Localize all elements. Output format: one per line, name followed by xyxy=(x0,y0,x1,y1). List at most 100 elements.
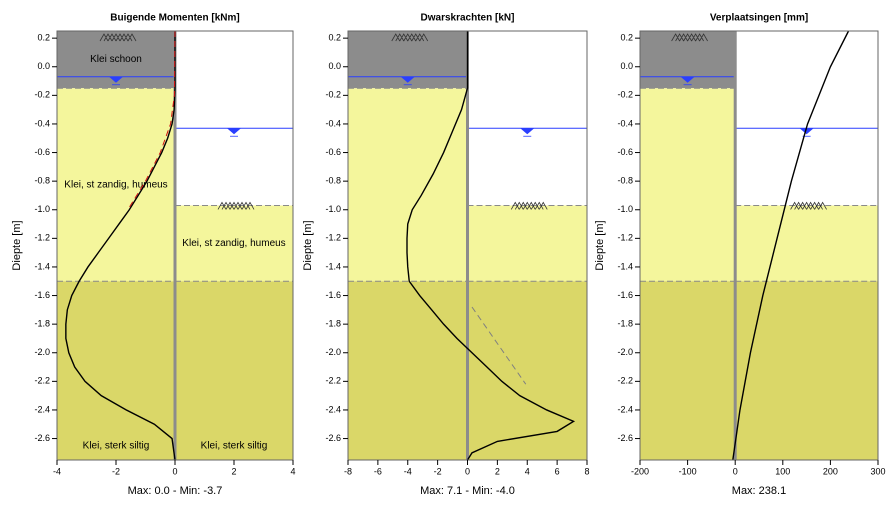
y-tick-label: -0.4 xyxy=(325,118,341,128)
y-tick-label: -1.6 xyxy=(617,290,633,300)
y-tick-label: -0.8 xyxy=(34,176,50,186)
y-tick-label: -1.8 xyxy=(325,319,341,329)
chart-title: Verplaatsingen [mm] xyxy=(710,13,808,24)
water-symbol xyxy=(109,76,123,83)
water-symbol xyxy=(227,128,241,135)
soil-layer xyxy=(640,281,736,460)
x-axis-label: Max: 0.0 - Min: -3.7 xyxy=(128,485,223,497)
y-tick-label: -2.2 xyxy=(325,376,341,386)
x-axis-label: Max: 7.1 - Min: -4.0 xyxy=(420,485,515,497)
water-symbol xyxy=(520,128,535,135)
x-axis-label: Max: 238.1 xyxy=(732,485,786,497)
y-tick-label: -1.2 xyxy=(617,233,633,243)
y-tick-label: 0.2 xyxy=(37,33,50,43)
ground-symbol xyxy=(790,201,827,210)
y-tick-label: -1.2 xyxy=(34,233,50,243)
ground-symbol xyxy=(391,33,429,42)
x-tick-label: -4 xyxy=(404,466,412,476)
data-line xyxy=(471,306,527,385)
y-tick-label: 0.0 xyxy=(37,61,50,71)
chart-title: Buigende Momenten [kNm] xyxy=(110,13,239,24)
x-tick-label: 0 xyxy=(733,466,738,476)
soil-layer xyxy=(735,281,878,460)
x-tick-label: 4 xyxy=(290,466,295,476)
y-tick-label: -2.0 xyxy=(325,347,341,357)
panel: 0.2 0.0 -0.2 -0.4 -0.6 -0.8 -1.0 -1.2 -1.4 -1.6 -1… xyxy=(594,13,886,497)
x-tick-label: -8 xyxy=(344,466,352,476)
soil-label: Klei, st zandig, humeus xyxy=(182,238,285,249)
x-tick-label: 300 xyxy=(870,466,885,476)
y-tick-label: -2.6 xyxy=(325,433,341,443)
soil-layer xyxy=(175,281,293,460)
y-tick-label: -1.6 xyxy=(325,290,341,300)
x-tick-label: -2 xyxy=(112,466,120,476)
y-tick-label: -2.2 xyxy=(617,376,633,386)
x-tick-label: 0 xyxy=(465,466,470,476)
water-symbol xyxy=(680,76,695,83)
x-tick-label: -200 xyxy=(631,466,649,476)
water-symbol xyxy=(400,76,415,83)
y-tick-label: -2.0 xyxy=(617,347,633,357)
soil-label: Klei, st zandig, humeus xyxy=(64,179,167,190)
soil-label: Klei schoon xyxy=(90,54,142,65)
chart-title: Dwarskrachten [kN] xyxy=(421,13,515,24)
y-tick-label: -0.6 xyxy=(325,147,341,157)
y-tick-label: -1.8 xyxy=(617,319,633,329)
soil-layer xyxy=(348,88,468,282)
x-tick-label: 6 xyxy=(555,466,560,476)
y-tick-label: -0.2 xyxy=(34,90,50,100)
soil-layer xyxy=(175,205,293,282)
soil-label: Klei, sterk siltig xyxy=(201,440,268,451)
data-line xyxy=(406,31,576,461)
y-tick-label: -1.4 xyxy=(617,261,633,271)
soil-layer xyxy=(57,281,175,460)
x-tick-label: -2 xyxy=(434,466,442,476)
y-tick-label: -0.6 xyxy=(617,147,633,157)
y-axis-label: Diepte [m] xyxy=(11,220,23,270)
ground-symbol xyxy=(217,201,255,210)
y-tick-label: -2.0 xyxy=(34,347,50,357)
y-tick-label: -0.6 xyxy=(34,147,50,157)
y-tick-label: -1.4 xyxy=(34,261,50,271)
x-tick-label: 2 xyxy=(231,466,236,476)
water-symbol xyxy=(799,128,814,135)
ground-symbol xyxy=(671,33,708,42)
y-tick-label: 0.2 xyxy=(620,33,633,43)
y-tick-label: -0.8 xyxy=(325,176,341,186)
ground-symbol xyxy=(99,33,137,42)
panel: Klei schoon Klei, st zandig, humeus Klei, … xyxy=(11,13,296,497)
y-axis-label: Diepte [m] xyxy=(302,220,314,270)
soil-layer xyxy=(735,205,878,282)
x-tick-label: 8 xyxy=(584,466,589,476)
y-tick-label: -2.4 xyxy=(34,404,50,414)
x-tick-label: -4 xyxy=(53,466,61,476)
y-tick-label: -1.0 xyxy=(325,204,341,214)
ground-symbol xyxy=(510,201,548,210)
y-tick-label: 0.0 xyxy=(328,61,341,71)
data-line xyxy=(732,30,850,461)
y-tick-label: -0.4 xyxy=(617,118,633,128)
y-tick-label: -1.8 xyxy=(34,319,50,329)
soil-layer xyxy=(57,88,175,282)
y-tick-label: -2.4 xyxy=(617,404,633,414)
y-tick-label: -1.2 xyxy=(325,233,341,243)
x-tick-label: 200 xyxy=(823,466,838,476)
soil-layer xyxy=(467,281,587,460)
x-tick-label: 100 xyxy=(775,466,790,476)
y-axis-label: Diepte [m] xyxy=(594,220,606,270)
data-line xyxy=(127,30,176,211)
soil-layer xyxy=(640,88,736,282)
y-tick-label: -2.4 xyxy=(325,404,341,414)
soil-layer xyxy=(467,205,587,282)
y-tick-label: -2.6 xyxy=(34,433,50,443)
x-tick-label: 0 xyxy=(172,466,177,476)
y-tick-label: -1.0 xyxy=(617,204,633,214)
data-line xyxy=(65,31,176,461)
plot-frame xyxy=(639,30,879,461)
x-tick-label: -6 xyxy=(374,466,382,476)
y-tick-label: -2.2 xyxy=(34,376,50,386)
x-tick-label: 2 xyxy=(495,466,500,476)
y-tick-label: -0.4 xyxy=(34,118,50,128)
y-tick-label: -0.2 xyxy=(617,90,633,100)
